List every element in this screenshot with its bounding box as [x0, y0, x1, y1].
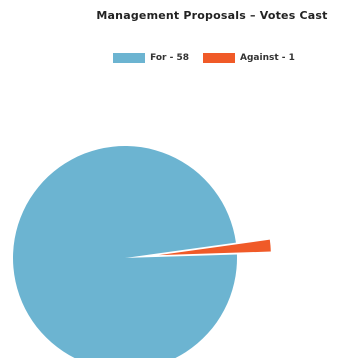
pie-slice-for	[13, 146, 237, 358]
legend-label-for: For - 58	[150, 53, 190, 63]
legend-swatch-against	[203, 53, 236, 63]
chart-title: Management Proposals – Votes Cast	[96, 9, 328, 22]
pie-slice-against	[158, 239, 271, 256]
legend-swatch-for	[113, 53, 146, 63]
legend: For - 58 Against - 1	[0, 53, 360, 63]
legend-label-against: Against - 1	[240, 53, 295, 63]
legend-item-for: For - 58	[113, 53, 189, 63]
legend-item-against: Against - 1	[203, 53, 295, 63]
